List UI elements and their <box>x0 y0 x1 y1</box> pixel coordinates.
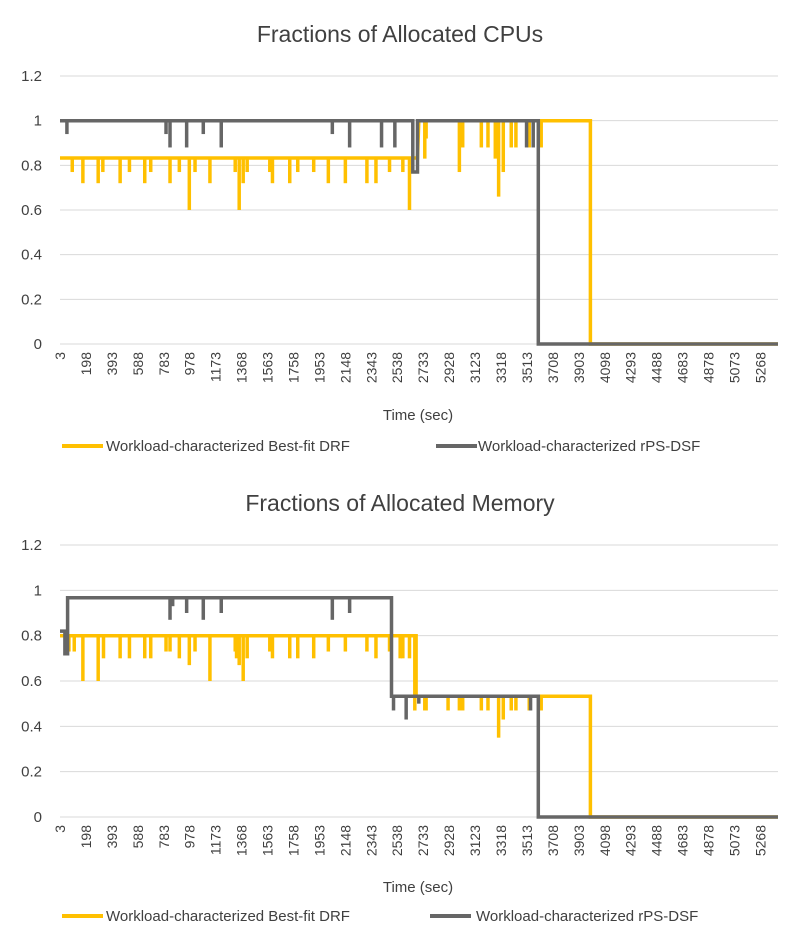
memory-x-tick-label: 3123 <box>467 825 483 856</box>
cpu-x-tick-label: 4683 <box>675 352 691 383</box>
cpu-x-tick-label: 2343 <box>363 352 379 383</box>
cpu-x-tick-label: 4293 <box>623 352 639 383</box>
memory-legend-dsf-label: Workload-characterized rPS-DSF <box>476 908 698 925</box>
memory-x-tick-label: 1563 <box>260 825 276 856</box>
memory-x-tick-label: 2148 <box>337 825 353 856</box>
cpu-x-tick-label: 3708 <box>545 352 561 383</box>
memory-x-tick-label: 2733 <box>415 825 431 856</box>
memory-y-tick-label: 0 <box>34 809 42 826</box>
memory-x-tick-label: 3318 <box>493 825 509 856</box>
cpu-y-tick-label: 1.2 <box>21 68 42 85</box>
memory-y-tick-label: 1.2 <box>21 537 42 554</box>
memory-x-tick-label: 393 <box>104 825 120 849</box>
memory-x-tick-label: 3 <box>52 825 68 833</box>
cpu-x-tick-label: 5073 <box>726 352 742 383</box>
memory-x-tick-label: 4683 <box>675 825 691 856</box>
memory-chart-title: Fractions of Allocated Memory <box>245 490 555 516</box>
cpu-x-tick-label: 2148 <box>337 352 353 383</box>
cpu-x-tick-label: 1563 <box>260 352 276 383</box>
cpu-x-tick-label: 3513 <box>519 352 535 383</box>
cpu-y-tick-label: 0.6 <box>21 202 42 219</box>
memory-x-tick-label: 2343 <box>363 825 379 856</box>
cpu-x-tick-label: 393 <box>104 352 120 376</box>
cpu-x-tick-labels: 3 198 393 588 783 978 1173 1368 1563 1758 1953 2148… <box>52 352 768 383</box>
memory-y-tick-label: 0.6 <box>21 673 42 690</box>
cpu-x-tick-label: 5268 <box>752 352 768 383</box>
memory-x-tick-labels: 3 198 393 588 783 978 1173 1368 1563 1758 1953 2148… <box>52 825 768 856</box>
memory-x-tick-label: 5268 <box>752 825 768 856</box>
cpu-x-tick-label: 4098 <box>597 352 613 383</box>
memory-x-tick-label: 4098 <box>597 825 613 856</box>
cpu-y-tick-label: 0.2 <box>21 291 42 308</box>
cpu-x-tick-label: 4488 <box>649 352 665 383</box>
memory-x-tick-label: 978 <box>182 825 198 849</box>
memory-gridlines <box>60 544 778 818</box>
cpu-x-tick-label: 3123 <box>467 352 483 383</box>
cpu-series <box>60 118 778 346</box>
cpu-legend: Workload-characterized Best-fit DRF Work… <box>62 438 700 455</box>
memory-dsf-line <box>60 596 778 819</box>
cpu-gridlines <box>60 75 778 345</box>
cpu-y-tick-labels: 0 0.2 0.4 0.6 0.8 1 1.2 <box>21 68 42 353</box>
memory-y-tick-label: 1 <box>34 582 42 599</box>
cpu-x-tick-label: 2538 <box>389 352 405 383</box>
cpu-legend-dsf-label: Workload-characterized rPS-DSF <box>478 438 700 455</box>
memory-x-tick-label: 1758 <box>285 825 301 856</box>
memory-y-tick-labels: 0 0.2 0.4 0.6 0.8 1 1.2 <box>21 537 42 826</box>
memory-legend-drf-label: Workload-characterized Best-fit DRF <box>106 908 350 925</box>
cpu-x-axis-label: Time (sec) <box>383 407 453 424</box>
cpu-x-tick-label: 978 <box>182 352 198 376</box>
cpu-x-tick-label: 2733 <box>415 352 431 383</box>
memory-x-tick-label: 3513 <box>519 825 535 856</box>
cpu-x-tick-label: 783 <box>156 352 172 376</box>
cpu-x-tick-label: 3903 <box>571 352 587 383</box>
cpu-y-tick-label: 0.4 <box>21 247 42 264</box>
memory-x-tick-label: 2928 <box>441 825 457 856</box>
memory-x-tick-label: 3903 <box>571 825 587 856</box>
cpu-legend-drf-label: Workload-characterized Best-fit DRF <box>106 438 350 455</box>
memory-x-tick-label: 2538 <box>389 825 405 856</box>
memory-x-tick-label: 4488 <box>649 825 665 856</box>
memory-y-tick-label: 0.4 <box>21 718 42 735</box>
cpu-x-tick-label: 3 <box>52 352 68 360</box>
memory-x-tick-label: 588 <box>130 825 146 849</box>
memory-x-tick-label: 3708 <box>545 825 561 856</box>
memory-x-tick-label: 1953 <box>311 825 327 856</box>
cpu-x-tick-label: 1173 <box>208 352 224 382</box>
memory-y-tick-label: 0.2 <box>21 764 42 781</box>
memory-legend: Workload-characterized Best-fit DRF Work… <box>62 908 698 925</box>
memory-y-tick-label: 0.8 <box>21 628 42 645</box>
cpu-x-tick-label: 1953 <box>311 352 327 383</box>
cpu-x-tick-label: 1758 <box>285 352 301 383</box>
cpu-x-tick-label: 3318 <box>493 352 509 383</box>
cpu-x-tick-label: 198 <box>78 352 94 376</box>
cpu-x-tick-label: 1368 <box>234 352 250 383</box>
cpu-dsf-line <box>60 118 778 346</box>
memory-x-tick-label: 4293 <box>623 825 639 856</box>
memory-x-tick-label: 198 <box>78 825 94 849</box>
memory-x-tick-label: 1368 <box>234 825 250 856</box>
cpu-y-tick-label: 1 <box>34 113 42 130</box>
cpu-x-tick-label: 4878 <box>701 352 717 383</box>
memory-series <box>60 596 778 819</box>
cpu-y-tick-label: 0.8 <box>21 157 42 174</box>
cpu-x-tick-label: 588 <box>130 352 146 376</box>
memory-x-tick-label: 1173 <box>208 825 224 855</box>
memory-x-tick-label: 783 <box>156 825 172 849</box>
cpu-y-tick-label: 0 <box>34 336 42 353</box>
cpu-chart-title: Fractions of Allocated CPUs <box>257 21 543 47</box>
memory-x-tick-label: 5073 <box>726 825 742 856</box>
cpu-x-tick-label: 2928 <box>441 352 457 383</box>
memory-x-tick-label: 4878 <box>701 825 717 856</box>
memory-x-axis-label: Time (sec) <box>383 879 453 896</box>
cpu-chart: Fractions of Allocated CPUs 0 0.2 0.4 0.6 0.… <box>21 21 778 455</box>
memory-chart: Fractions of Allocated Memory 0 0.2 0.4 0.6… <box>21 490 778 925</box>
